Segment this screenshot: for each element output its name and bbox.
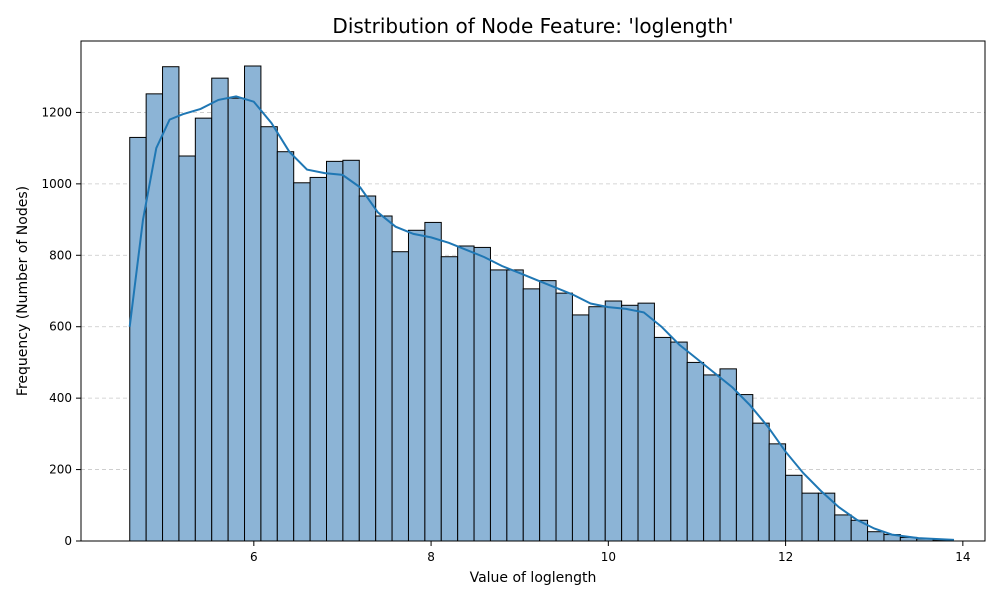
histogram-bar [686,361,705,542]
histogram-bar [719,368,737,542]
histogram-bar [276,151,295,542]
histogram-bar [506,269,524,542]
histogram-bar [457,245,475,542]
x-tick-label: 12 [778,550,793,564]
histogram-bar [768,443,787,542]
chart-title: Distribution of Node Feature: 'loglength… [332,14,733,38]
histogram-bar [785,474,803,542]
histogram-bar [260,126,278,542]
histogram-bar [752,422,770,542]
histogram-bar [358,195,377,542]
x-axis-ticks: 6 8 10 12 14 [250,541,970,564]
x-tick-label: 10 [601,550,616,564]
histogram-bar [424,221,442,542]
histogram-bar [588,306,606,542]
histogram-bar [539,280,557,542]
histogram-bar [194,117,213,542]
histogram-bar [834,514,852,542]
y-tick-label: 1000 [41,177,72,191]
histogram-bar [342,159,360,542]
x-tick-label: 6 [250,550,258,564]
histogram-bar [391,251,409,542]
histogram-bar [227,97,246,542]
histogram-bar [621,304,639,542]
y-tick-label: 1200 [41,105,72,119]
kde-curve [128,95,955,541]
x-tick-label: 8 [427,550,435,564]
x-tick-label: 14 [955,550,970,564]
plot-frame [80,40,986,542]
histogram-bar [867,531,885,542]
histogram-bar [309,176,327,542]
histogram-bar [637,302,655,542]
histogram-bar [407,229,426,542]
y-tick-label: 400 [49,391,72,405]
y-tick-label: 800 [49,248,72,262]
y-axis-label: Frequency (Number of Nodes) [15,186,31,396]
histogram-bar [325,160,344,542]
histogram-bar [555,292,573,542]
histogram-bar [211,77,229,542]
histogram-bars [129,65,951,542]
x-axis-label: Value of loglength [470,570,597,586]
histogram-bar [703,374,721,542]
histogram-bar [571,314,590,542]
y-tick-label: 200 [49,463,72,477]
histogram-bar [178,155,196,542]
histogram-bar [293,182,311,542]
histogram-bar [440,256,459,542]
y-axis-ticks: 0 200 400 600 800 1000 1200 [41,105,81,548]
histogram-bar [473,246,491,542]
histogram-bar [604,300,623,542]
histogram-bar [522,288,541,542]
histogram-bar [162,66,180,542]
histogram-bar [735,394,754,542]
histogram-bar [129,136,147,542]
histogram-bar [653,336,672,542]
histogram-bar [489,269,508,542]
histogram-bar [801,492,819,542]
histogram-bar [244,65,262,542]
histogram-bar [375,215,393,542]
histogram-bar [670,341,688,542]
y-tick-label: 600 [49,320,72,334]
y-tick-label: 0 [64,534,72,548]
